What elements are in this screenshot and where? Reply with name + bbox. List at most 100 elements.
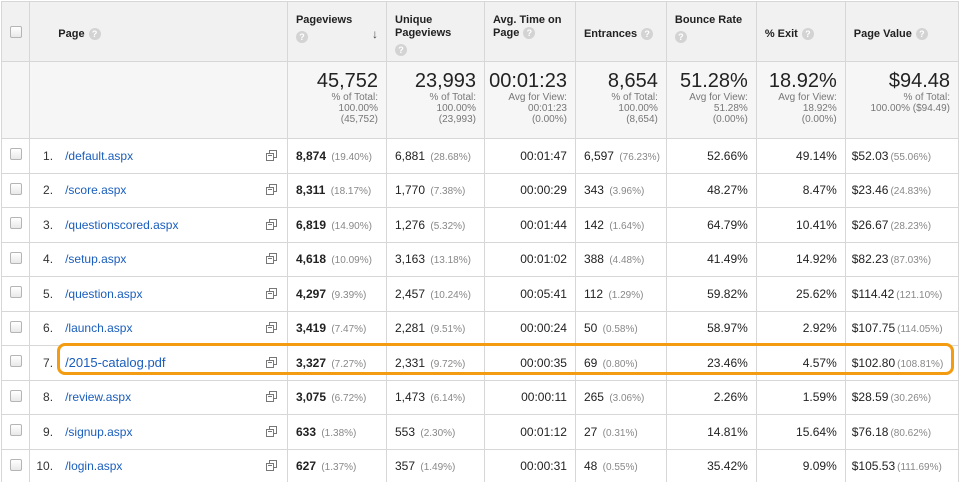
- exit-cell: 10.41%: [755, 207, 846, 243]
- unique-pageviews-cell: 6,881 (28.68%): [385, 138, 486, 174]
- row-index: 10.: [29, 448, 58, 482]
- col-header-exit[interactable]: % Exit?: [755, 1, 846, 62]
- entrances-percent: (1.64%): [609, 220, 645, 232]
- pageviews-value: 8,874: [295, 148, 326, 163]
- col-header-entrances[interactable]: Entrances?: [574, 1, 667, 62]
- pageviews-value: 3,419: [295, 321, 326, 336]
- page-link[interactable]: /questionscored.aspx: [65, 217, 179, 232]
- unique-pageviews-value: 553: [395, 424, 416, 439]
- open-in-new-window-icon[interactable]: [265, 460, 277, 472]
- open-in-new-window-icon[interactable]: [265, 322, 277, 334]
- open-in-new-window-icon[interactable]: [265, 356, 277, 368]
- page-value-percent: (121.10%): [896, 289, 943, 301]
- page-value-value: $52.03: [851, 148, 889, 163]
- pageviews-cell: 3,327 (7.27%): [286, 345, 388, 381]
- entrances-percent: (3.06%): [609, 393, 645, 405]
- unique-pageviews-value: 1,276: [395, 217, 426, 232]
- row-checkbox[interactable]: [9, 182, 22, 195]
- entrances-value: 388: [583, 252, 604, 267]
- help-icon[interactable]: ?: [915, 28, 928, 41]
- page-link[interactable]: /question.aspx: [65, 286, 143, 301]
- page-link[interactable]: /setup.aspx: [65, 252, 127, 267]
- entrances-percent: (76.23%): [619, 151, 660, 163]
- row-select-cell: [0, 138, 31, 174]
- row-checkbox[interactable]: [9, 286, 22, 299]
- total-avg-time: 00:01:23 Avg for View: 00:01:23 (0.00%): [484, 61, 576, 139]
- help-icon[interactable]: ?: [523, 27, 536, 40]
- col-header-page-value[interactable]: Page Value?: [844, 1, 960, 62]
- row-checkbox[interactable]: [9, 217, 22, 230]
- col-header-pageviews[interactable]: Pageviews? ↓: [286, 1, 388, 62]
- help-icon[interactable]: ?: [674, 31, 687, 43]
- sort-descending-icon[interactable]: ↓: [372, 27, 378, 41]
- page-link[interactable]: /signup.aspx: [65, 424, 133, 439]
- page-link[interactable]: /2015-catalog.pdf: [65, 355, 166, 371]
- open-in-new-window-icon[interactable]: [265, 391, 277, 403]
- help-icon[interactable]: ?: [88, 28, 101, 41]
- row-checkbox[interactable]: [9, 251, 22, 264]
- page-value-cell: $82.23 (87.03%): [844, 241, 960, 277]
- page-value-value: $28.59: [851, 390, 889, 405]
- page-cell: /signup.aspx: [57, 414, 288, 450]
- pageviews-value: 627: [295, 459, 316, 474]
- col-header-page[interactable]: Page?: [29, 1, 288, 62]
- bounce-rate-cell: 23.46%: [665, 345, 757, 381]
- page-link[interactable]: /score.aspx: [65, 183, 127, 198]
- row-checkbox[interactable]: [9, 355, 22, 368]
- bounce-rate-cell: 14.81%: [665, 414, 757, 450]
- entrances-percent: (1.29%): [608, 289, 644, 301]
- pageviews-value: 6,819: [295, 217, 326, 232]
- col-header-avg-time[interactable]: Avg. Time on Page?: [484, 1, 576, 62]
- open-in-new-window-icon[interactable]: [265, 287, 277, 299]
- unique-pageviews-cell: 1,770 (7.38%): [385, 172, 486, 208]
- col-header-bounce-rate[interactable]: Bounce Rate?: [665, 1, 757, 62]
- entrances-value: 265: [583, 390, 604, 405]
- row-select-cell: [0, 379, 31, 415]
- page-link[interactable]: /review.aspx: [65, 390, 132, 405]
- bounce-rate-cell: 35.42%: [665, 448, 757, 482]
- open-in-new-window-icon[interactable]: [265, 425, 277, 437]
- entrances-value: 50: [583, 321, 598, 336]
- pageviews-percent: (1.38%): [321, 427, 357, 439]
- bounce-rate-cell: 58.97%: [665, 310, 757, 346]
- page-cell: /review.aspx: [57, 379, 288, 415]
- row-checkbox[interactable]: [9, 458, 22, 471]
- page-cell: /score.aspx: [57, 172, 288, 208]
- exit-cell: 15.64%: [755, 414, 846, 450]
- table-row: 9./signup.aspx 633 (1.38%) 553 (2.30%) 00:0…: [0, 414, 960, 450]
- pageviews-percent: (19.40%): [331, 151, 372, 163]
- page-link[interactable]: /login.aspx: [65, 459, 123, 474]
- page-value-percent: (111.69%): [897, 462, 942, 474]
- help-icon[interactable]: ?: [801, 28, 814, 41]
- row-index: 2.: [29, 172, 58, 208]
- table-row: 4./setup.aspx 4,618 (10.09%) 3,163 (13.18%…: [0, 241, 960, 277]
- unique-pageviews-value: 6,881: [395, 148, 426, 163]
- open-in-new-window-icon[interactable]: [265, 253, 277, 265]
- open-in-new-window-icon[interactable]: [265, 184, 277, 196]
- total-bounce-rate: 51.28% Avg for View: 51.28% (0.00%): [665, 61, 757, 139]
- exit-cell: 4.57%: [755, 345, 846, 381]
- open-in-new-window-icon[interactable]: [265, 149, 277, 161]
- select-all-checkbox[interactable]: [9, 26, 22, 38]
- pageviews-value: 4,297: [295, 286, 326, 301]
- page-link[interactable]: /default.aspx: [65, 148, 134, 163]
- help-icon[interactable]: ?: [641, 28, 654, 41]
- bounce-rate-cell: 41.49%: [665, 241, 757, 277]
- row-checkbox[interactable]: [9, 424, 22, 437]
- pageviews-percent: (1.37%): [321, 462, 357, 474]
- unique-pageviews-value: 1,770: [395, 183, 426, 198]
- page-link[interactable]: /launch.aspx: [65, 321, 133, 336]
- help-icon[interactable]: ?: [295, 31, 308, 43]
- entrances-percent: (4.48%): [609, 255, 645, 267]
- unique-pageviews-cell: 553 (2.30%): [385, 414, 486, 450]
- row-checkbox[interactable]: [9, 148, 22, 161]
- row-checkbox[interactable]: [9, 320, 22, 333]
- page-value-cell: $76.18 (80.62%): [844, 414, 960, 450]
- row-checkbox[interactable]: [9, 389, 22, 402]
- entrances-cell: 6,597 (76.23%): [574, 138, 667, 174]
- open-in-new-window-icon[interactable]: [265, 218, 277, 230]
- total-page-value: $94.48 % of Total: 100.00% ($94.49): [844, 61, 960, 139]
- help-icon[interactable]: ?: [395, 44, 407, 56]
- col-header-unique-pageviews[interactable]: Unique Pageviews?: [385, 1, 486, 62]
- bounce-rate-cell: 48.27%: [665, 172, 757, 208]
